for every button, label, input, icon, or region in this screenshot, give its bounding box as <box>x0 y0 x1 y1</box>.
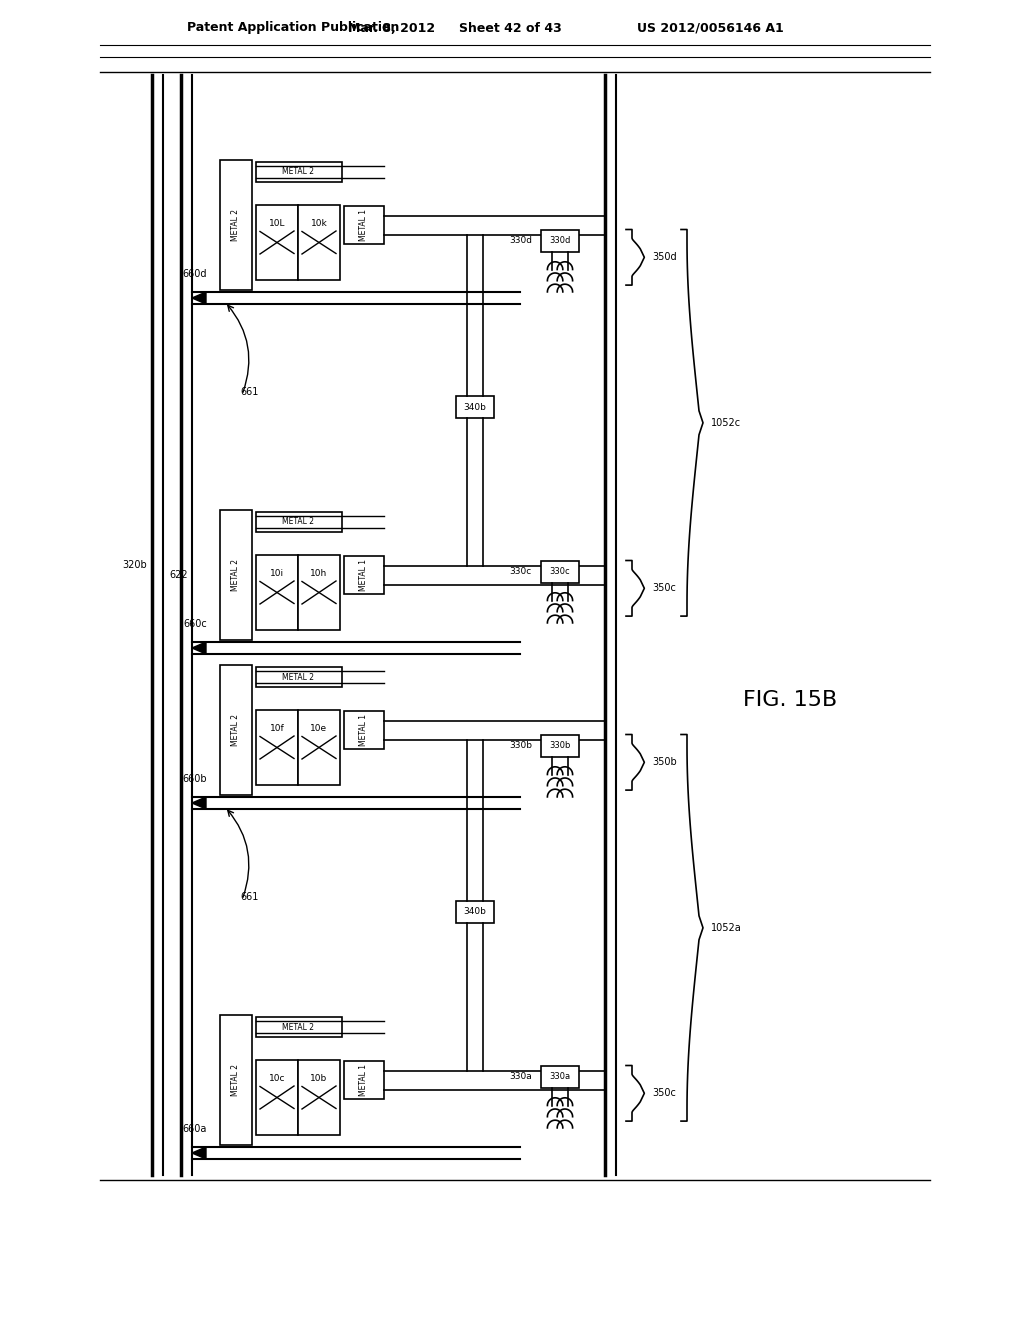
Text: 340b: 340b <box>463 403 486 412</box>
Text: Mar. 8, 2012: Mar. 8, 2012 <box>348 21 435 34</box>
Text: 330c: 330c <box>510 568 532 576</box>
Text: FIG. 15B: FIG. 15B <box>742 690 838 710</box>
Bar <box>344 206 384 244</box>
Bar <box>298 1060 340 1135</box>
Text: 660a: 660a <box>182 1125 207 1134</box>
Polygon shape <box>193 797 206 809</box>
Text: 660c: 660c <box>183 619 207 630</box>
Polygon shape <box>193 642 206 653</box>
Text: 10c: 10c <box>268 1074 286 1084</box>
Text: METAL 1: METAL 1 <box>359 714 369 746</box>
Text: 330a: 330a <box>550 1072 570 1081</box>
Bar <box>344 556 384 594</box>
Text: 350c: 350c <box>652 583 676 593</box>
Text: 350b: 350b <box>652 758 677 767</box>
Text: 661: 661 <box>240 892 258 902</box>
Polygon shape <box>193 1147 206 1159</box>
Text: 330a: 330a <box>509 1072 532 1081</box>
Bar <box>541 1065 579 1088</box>
Text: 340b: 340b <box>463 908 486 916</box>
Text: 350c: 350c <box>652 1088 676 1098</box>
Text: METAL 2: METAL 2 <box>282 168 314 177</box>
Text: 330b: 330b <box>549 741 570 750</box>
Bar <box>256 710 298 785</box>
Text: 350d: 350d <box>652 252 677 263</box>
Text: METAL 2: METAL 2 <box>282 517 314 527</box>
Bar <box>256 205 298 280</box>
Bar <box>256 1016 342 1038</box>
Text: METAL 2: METAL 2 <box>231 714 241 746</box>
Bar <box>256 162 342 182</box>
Bar <box>298 710 340 785</box>
Text: 660b: 660b <box>182 774 207 784</box>
Text: 622: 622 <box>169 570 187 579</box>
Bar <box>456 902 494 923</box>
Text: METAL 1: METAL 1 <box>359 1064 369 1096</box>
Text: 1052c: 1052c <box>711 418 741 428</box>
Text: 10b: 10b <box>310 1074 328 1084</box>
Bar <box>256 512 342 532</box>
Text: METAL 2: METAL 2 <box>231 558 241 591</box>
Bar <box>298 554 340 630</box>
Text: 661: 661 <box>240 387 258 397</box>
Text: 10k: 10k <box>310 219 328 228</box>
Text: METAL 1: METAL 1 <box>359 558 369 591</box>
Text: METAL 2: METAL 2 <box>282 672 314 681</box>
Text: 330d: 330d <box>549 236 570 246</box>
Bar <box>298 205 340 280</box>
Bar <box>541 230 579 252</box>
Polygon shape <box>193 292 206 304</box>
Bar <box>256 1060 298 1135</box>
Text: 1052a: 1052a <box>711 923 741 933</box>
Bar <box>220 1015 252 1144</box>
Text: 10e: 10e <box>310 725 328 733</box>
Bar <box>456 396 494 418</box>
Text: 10h: 10h <box>310 569 328 578</box>
Text: 330d: 330d <box>509 236 532 246</box>
Bar <box>541 561 579 582</box>
Bar <box>220 510 252 640</box>
Bar <box>220 665 252 795</box>
Text: 10f: 10f <box>269 725 285 733</box>
Text: 10L: 10L <box>268 219 286 228</box>
Bar <box>344 711 384 748</box>
Bar <box>256 667 342 686</box>
Text: 330c: 330c <box>550 568 570 576</box>
Text: US 2012/0056146 A1: US 2012/0056146 A1 <box>637 21 783 34</box>
Bar <box>220 160 252 290</box>
Text: METAL 2: METAL 2 <box>231 1064 241 1096</box>
Text: 10i: 10i <box>270 569 284 578</box>
Text: METAL 2: METAL 2 <box>231 209 241 242</box>
Bar <box>256 554 298 630</box>
Bar <box>344 1061 384 1100</box>
Text: METAL 1: METAL 1 <box>359 209 369 242</box>
Text: 660d: 660d <box>182 269 207 279</box>
Text: Sheet 42 of 43: Sheet 42 of 43 <box>459 21 561 34</box>
Bar <box>541 734 579 756</box>
Text: Patent Application Publication: Patent Application Publication <box>187 21 399 34</box>
Text: 320b: 320b <box>122 560 147 570</box>
Text: METAL 2: METAL 2 <box>282 1023 314 1031</box>
Text: 330b: 330b <box>509 741 532 750</box>
